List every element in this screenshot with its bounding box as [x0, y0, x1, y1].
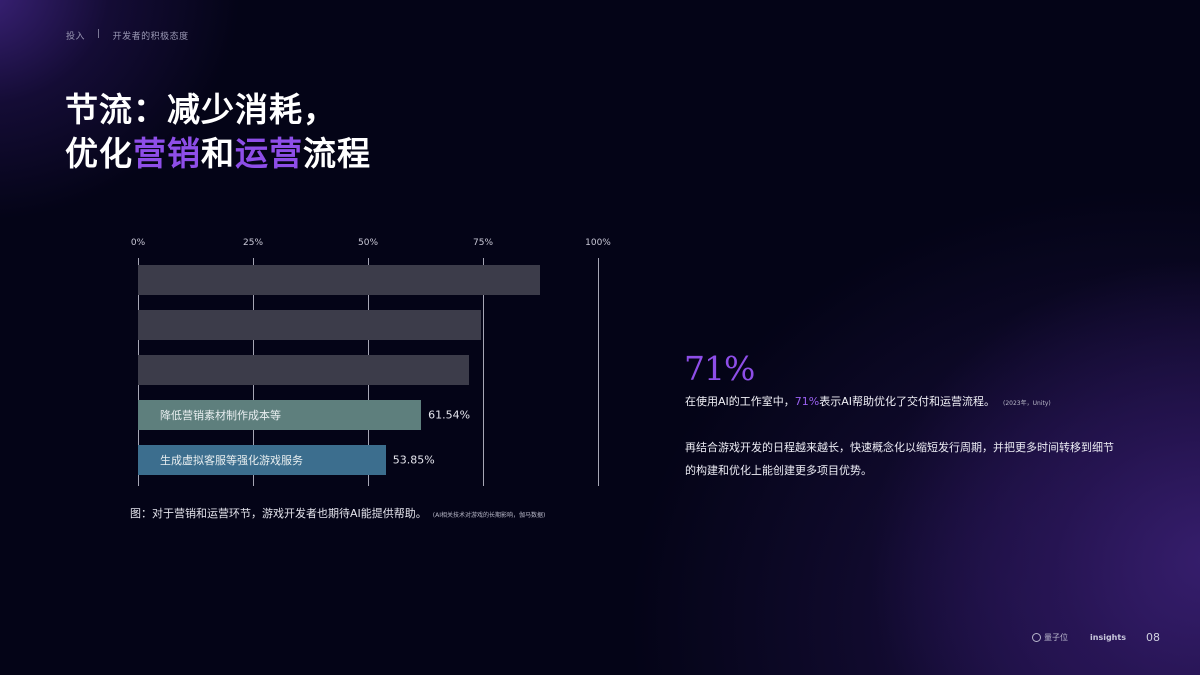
- caption-text: 图：对于营销和运营环节，游戏开发者也期待AI能提供帮助。: [130, 507, 427, 520]
- stat-source: (2023年，Unity): [1003, 400, 1051, 407]
- bar-label: 生成虚拟客服等强化游戏服务: [160, 454, 303, 467]
- footer: 量子位 insights 08: [1032, 631, 1160, 644]
- body-paragraph: 再结合游戏开发的日程越来越长，快速概念化以缩短发行周期，并把更多时间转移到细节的…: [685, 441, 1114, 477]
- breadcrumb-separator: |: [97, 29, 101, 39]
- gridline: [483, 258, 484, 486]
- title-line-2: 优化营销和运营流程: [65, 132, 371, 176]
- highlight-stat-description: 在使用AI的工作室中， 71% 表示AI帮助优化了交付和运营流程。 (2023年，U…: [685, 393, 1051, 409]
- bar: [138, 265, 541, 295]
- chart-caption: 图：对于营销和运营环节，游戏开发者也期待AI能提供帮助。 (AI相关技术对游戏的…: [130, 505, 545, 521]
- bar: [138, 355, 470, 385]
- bar-value-label: 61.54%: [428, 408, 471, 422]
- stat-desc-highlight: 71%: [794, 395, 820, 408]
- x-tick-label: 100%: [585, 238, 611, 248]
- breadcrumb: 投入 | 开发者的积极态度: [66, 29, 189, 42]
- bar-label: 降低营销素材制作成本等: [160, 409, 281, 422]
- stat-desc-text: 在使用AI的工作室中，: [685, 395, 795, 408]
- x-tick-label: 50%: [357, 238, 379, 248]
- title-line-1: 节流：减少消耗，: [65, 90, 337, 129]
- stat-desc-text: 表示AI帮助优化了交付和运营流程。: [819, 395, 996, 408]
- bar: 降低营销素材制作成本等: [138, 400, 422, 430]
- caption-source: (AI相关技术对游戏的长期影响，伽马数据): [432, 512, 546, 519]
- brand-name: 量子位: [1044, 633, 1068, 642]
- x-tick-label: 75%: [472, 238, 494, 248]
- title-highlight-operations: 运营: [235, 134, 303, 173]
- breadcrumb-section: 投入: [66, 32, 86, 42]
- breadcrumb-topic: 开发者的积极态度: [112, 32, 189, 42]
- sub-brand: insights: [1090, 633, 1126, 642]
- title-highlight-marketing: 营销: [133, 134, 201, 173]
- title-part: 和: [201, 134, 235, 173]
- page-number: 08: [1145, 631, 1160, 644]
- title-part: 优化: [65, 134, 133, 173]
- highlight-stat-value: 71%: [684, 349, 755, 388]
- x-tick-label: 0%: [130, 238, 146, 248]
- brand-logo-icon: [1032, 633, 1041, 642]
- bar-value-label: 53.85%: [392, 453, 435, 467]
- gridline: [598, 258, 599, 486]
- page-title: 节流：减少消耗， 优化营销和运营流程: [65, 88, 371, 176]
- bar: 生成虚拟客服等强化游戏服务: [138, 445, 386, 475]
- x-tick-label: 25%: [242, 238, 264, 248]
- bar: [138, 310, 481, 340]
- title-part: 流程: [303, 134, 371, 173]
